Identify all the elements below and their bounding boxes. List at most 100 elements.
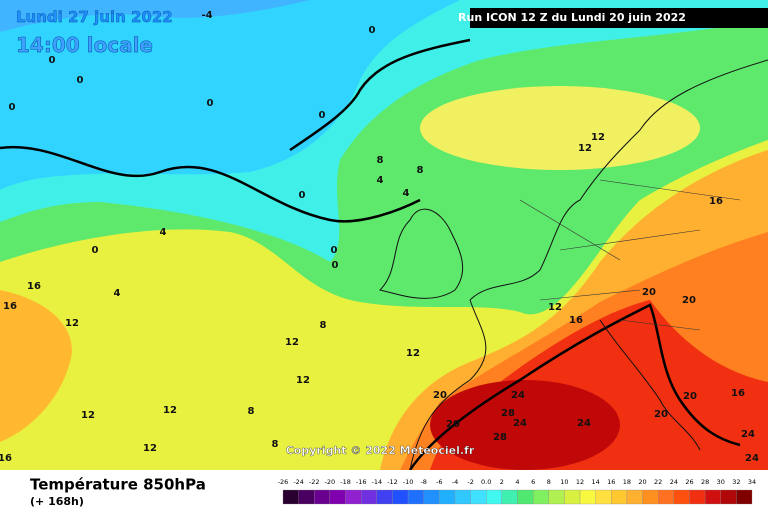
contour-label: 8: [272, 439, 279, 450]
contour-label: 20: [642, 287, 656, 298]
contour-label: 16: [3, 301, 17, 312]
contour-label: 0: [332, 260, 339, 271]
contour-label: 4: [114, 288, 121, 299]
colorbar-label: 6: [531, 478, 535, 486]
colorbar-cell: [345, 489, 362, 505]
colorbar-label: -12: [387, 478, 398, 486]
colorbar-cell: [595, 489, 612, 505]
colorbar-cell: [486, 489, 503, 505]
map: Run ICON 12 Z du Lundi 20 juin 2022 Lund…: [0, 0, 768, 470]
field-dark-red: [430, 380, 620, 470]
colorbar-cell: [314, 489, 331, 505]
colorbar-label: 28: [701, 478, 709, 486]
contour-label: 0: [207, 98, 214, 109]
colorbar-label: 8: [547, 478, 551, 486]
contour-label: 20: [446, 419, 460, 430]
contour-label: 12: [143, 443, 157, 454]
colorbar-cell: [642, 489, 659, 505]
coast-continent: [469, 59, 768, 301]
colorbar-label: -16: [356, 478, 367, 486]
contour-label: 12: [81, 410, 95, 421]
colorbar-cell: [439, 489, 456, 505]
colorbar-cell: [564, 489, 581, 505]
colorbar-cell: [517, 489, 534, 505]
contour-label: 24: [741, 429, 755, 440]
colorbar-cell: [423, 489, 440, 505]
contour-label: 4: [160, 227, 167, 238]
colorbar-cell: [532, 489, 549, 505]
contour-label: 16: [0, 453, 12, 464]
colorbar-cell: [407, 489, 424, 505]
borders: [519, 179, 741, 331]
contour-label: 12: [65, 318, 79, 329]
colorbar-label: -8: [420, 478, 426, 486]
contour-label: 12: [296, 375, 310, 386]
colorbar-label: 10: [560, 478, 568, 486]
colorbar-label: -6: [436, 478, 442, 486]
colorbar-label: 26: [685, 478, 693, 486]
isotherm-zero: [0, 38, 471, 223]
contour-label: 20: [683, 391, 697, 402]
field-deep-blue: [0, 0, 310, 32]
colorbar-cell: [470, 489, 487, 505]
isotherm-twenty: [408, 303, 741, 470]
coast-britain: [379, 208, 464, 299]
colorbar-cell: [548, 489, 565, 505]
colorbar-label: -22: [309, 478, 320, 486]
colorbar-label: 14: [592, 478, 600, 486]
footer-subtitle: (+ 168h): [30, 495, 84, 508]
colorbar-label: 20: [638, 478, 646, 486]
contour-label: 24: [511, 390, 525, 401]
contour-label: 20: [433, 390, 447, 401]
contour-label: 12: [285, 337, 299, 348]
contour-label: 8: [248, 406, 255, 417]
colorbar-cell: [282, 489, 299, 505]
colorbar-label: 30: [717, 478, 725, 486]
colorbar-cell: [736, 489, 753, 505]
contour-label: 12: [163, 405, 177, 416]
colorbar-label: 4: [515, 478, 519, 486]
colorbar-label: 2: [500, 478, 504, 486]
contour-label: 20: [654, 409, 668, 420]
footer: Température 850hPa (+ 168h) -26 -24 -22 -20…: [30, 476, 756, 509]
contour-label: 24: [513, 418, 527, 429]
colorbar-label: 24: [670, 478, 678, 486]
field-blue: [0, 0, 460, 190]
colorbar-cell: [361, 489, 377, 505]
contour-label: 12: [406, 348, 420, 359]
colorbar-cell: [501, 489, 518, 505]
footer-title: Température 850hPa: [30, 476, 206, 494]
contour-label: 8: [417, 165, 424, 176]
contour-label: 12: [548, 302, 562, 313]
colorbar-label: 18: [623, 478, 631, 486]
run-label: Run ICON 12 Z du Lundi 20 juin 2022: [458, 11, 686, 24]
date-label: Lundi 27 juin 2022: [16, 8, 173, 26]
coast-italy: [599, 319, 701, 451]
contour-label: 0: [9, 102, 16, 113]
colorbar-label: -18: [340, 478, 351, 486]
colorbar-cell: [720, 489, 737, 505]
contour-label: 4: [403, 188, 410, 199]
colorbar-label: 22: [654, 478, 662, 486]
contour-label: 8: [377, 155, 384, 166]
contour-label: 0: [369, 25, 376, 36]
contour-label: 24: [577, 418, 591, 429]
contour-label: 0: [92, 245, 99, 256]
contour-label: 20: [682, 295, 696, 306]
copyright: Copyright © 2022 Meteociel.fr: [286, 444, 475, 457]
contour-label: -4: [201, 10, 212, 21]
contour-label: 16: [709, 196, 723, 207]
colorbar-label: -4: [452, 478, 458, 486]
colorbar-cell: [704, 489, 721, 505]
contour-label: 4: [377, 175, 384, 186]
colorbar-label: -14: [371, 478, 382, 486]
contour-label: 0: [319, 110, 326, 121]
time-label: 14:00 locale: [16, 33, 153, 57]
contour-label: 12: [578, 143, 592, 154]
colorbar-label: 34: [748, 478, 756, 486]
contour-label: 28: [493, 432, 507, 443]
field-yellow-north: [420, 86, 700, 170]
colorbar-cell: [329, 489, 346, 505]
colorbar-label: -20: [325, 478, 336, 486]
